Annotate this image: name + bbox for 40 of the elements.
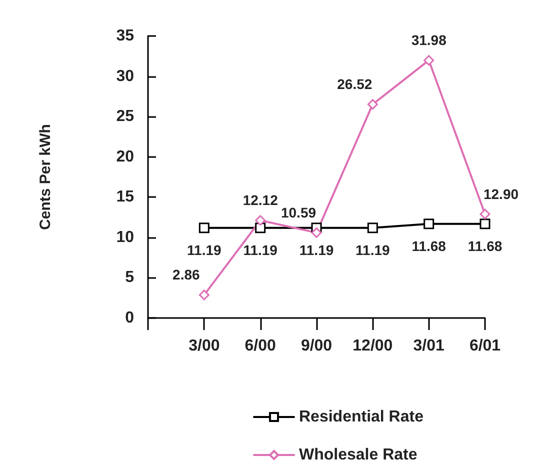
data-label: 31.98 bbox=[411, 32, 447, 48]
point bbox=[367, 222, 378, 234]
data-label: 2.86 bbox=[172, 266, 200, 283]
data-label: 11.68 bbox=[468, 238, 502, 254]
legend-label: Wholesale Rate bbox=[299, 446, 418, 464]
point bbox=[255, 215, 266, 226]
x-tick-label: 6/00 bbox=[244, 338, 276, 354]
y-tick-label: 30 bbox=[116, 68, 134, 85]
y-tick-label: 35 bbox=[116, 28, 134, 44]
point bbox=[480, 218, 490, 230]
y-tick-label: 5 bbox=[125, 269, 134, 286]
x-tick-label: 6/01 bbox=[469, 338, 501, 354]
point bbox=[311, 227, 322, 238]
data-label: 11.19 bbox=[356, 242, 390, 258]
x-tick-label: 3/00 bbox=[188, 338, 220, 354]
data-label: 12.90 bbox=[483, 186, 519, 202]
point bbox=[255, 222, 266, 234]
data-label: 11.19 bbox=[243, 242, 278, 258]
y-tick-label: 15 bbox=[116, 188, 134, 206]
point bbox=[198, 290, 210, 300]
data-label: 12.12 bbox=[242, 192, 278, 208]
y-tick-label: 10 bbox=[116, 228, 134, 246]
legend-label: Residential Rate bbox=[299, 408, 424, 426]
data-label: 26.52 bbox=[337, 76, 372, 92]
point bbox=[367, 99, 378, 110]
y-tick-label: 25 bbox=[116, 108, 134, 126]
y-tick-label: 0 bbox=[125, 310, 134, 326]
x-tick-label: 12/00 bbox=[352, 338, 393, 354]
data-label: 11.19 bbox=[299, 242, 334, 258]
point bbox=[480, 208, 490, 220]
x-tick-label: 3/01 bbox=[413, 338, 445, 354]
data-label: 11.19 bbox=[187, 242, 222, 258]
point bbox=[424, 218, 434, 230]
data-label: 11.68 bbox=[412, 238, 446, 254]
point bbox=[198, 222, 210, 234]
y-tick-label: 20 bbox=[116, 148, 134, 166]
point bbox=[424, 55, 434, 66]
x-tick-label: 9/00 bbox=[300, 338, 332, 354]
y-axis-title: Cents Per kWh bbox=[37, 124, 54, 230]
data-label: 10.59 bbox=[280, 204, 316, 220]
